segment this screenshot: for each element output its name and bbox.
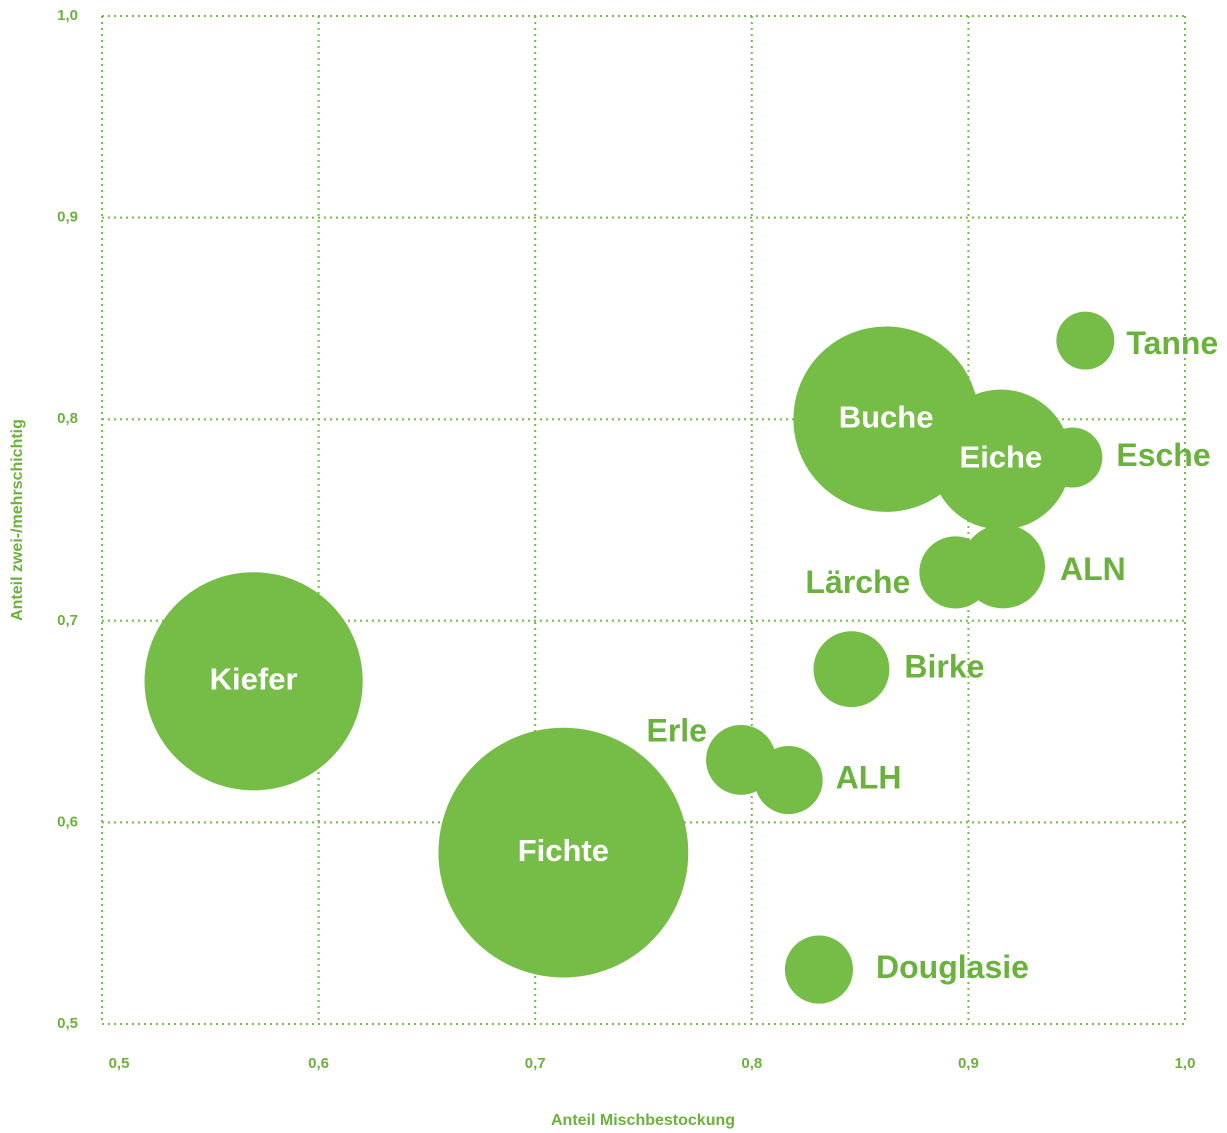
y-tick-label: 1,0 xyxy=(57,7,78,24)
x-tick-label: 0,8 xyxy=(741,1055,762,1072)
bubble-label: Birke xyxy=(904,649,984,685)
bubble-label: ALH xyxy=(836,760,902,796)
bubble-label: Lärche xyxy=(805,564,910,600)
x-axis-label: Anteil Mischbestockung xyxy=(551,1112,735,1129)
bubble xyxy=(784,935,854,1004)
bubble xyxy=(144,572,363,791)
bubble-label: Kiefer xyxy=(210,661,298,696)
x-tick-label: 1,0 xyxy=(1175,1055,1196,1072)
bubble-label: Douglasie xyxy=(876,949,1029,985)
x-tick-label: 0,7 xyxy=(525,1055,546,1072)
bubble-label: Erle xyxy=(646,712,706,748)
bubble xyxy=(754,746,823,815)
bubble-label: Esche xyxy=(1116,437,1210,473)
y-tick-label: 0,6 xyxy=(57,813,78,830)
x-tick-label: 0,5 xyxy=(109,1055,130,1072)
y-tick-label: 0,7 xyxy=(57,612,78,629)
bubble xyxy=(919,536,992,609)
y-tick-label: 0,5 xyxy=(57,1015,78,1032)
bubble xyxy=(438,727,689,978)
bubble xyxy=(1056,311,1115,370)
y-tick-label: 0,8 xyxy=(57,410,78,427)
bubble-label: Buche xyxy=(839,399,934,434)
x-tick-label: 0,9 xyxy=(958,1055,979,1072)
y-axis-label: Anteil zwei-/mehrschichtig xyxy=(9,419,26,621)
bubble-label: ALN xyxy=(1060,551,1126,587)
bubble-label: Tanne xyxy=(1126,325,1218,361)
bubble xyxy=(1042,427,1103,488)
bubble-label: Eiche xyxy=(960,440,1043,475)
bubble xyxy=(813,631,890,708)
y-tick-label: 0,9 xyxy=(57,209,78,226)
x-tick-label: 0,6 xyxy=(308,1055,329,1072)
bubble xyxy=(930,389,1071,530)
bubble-label: Fichte xyxy=(518,833,609,868)
